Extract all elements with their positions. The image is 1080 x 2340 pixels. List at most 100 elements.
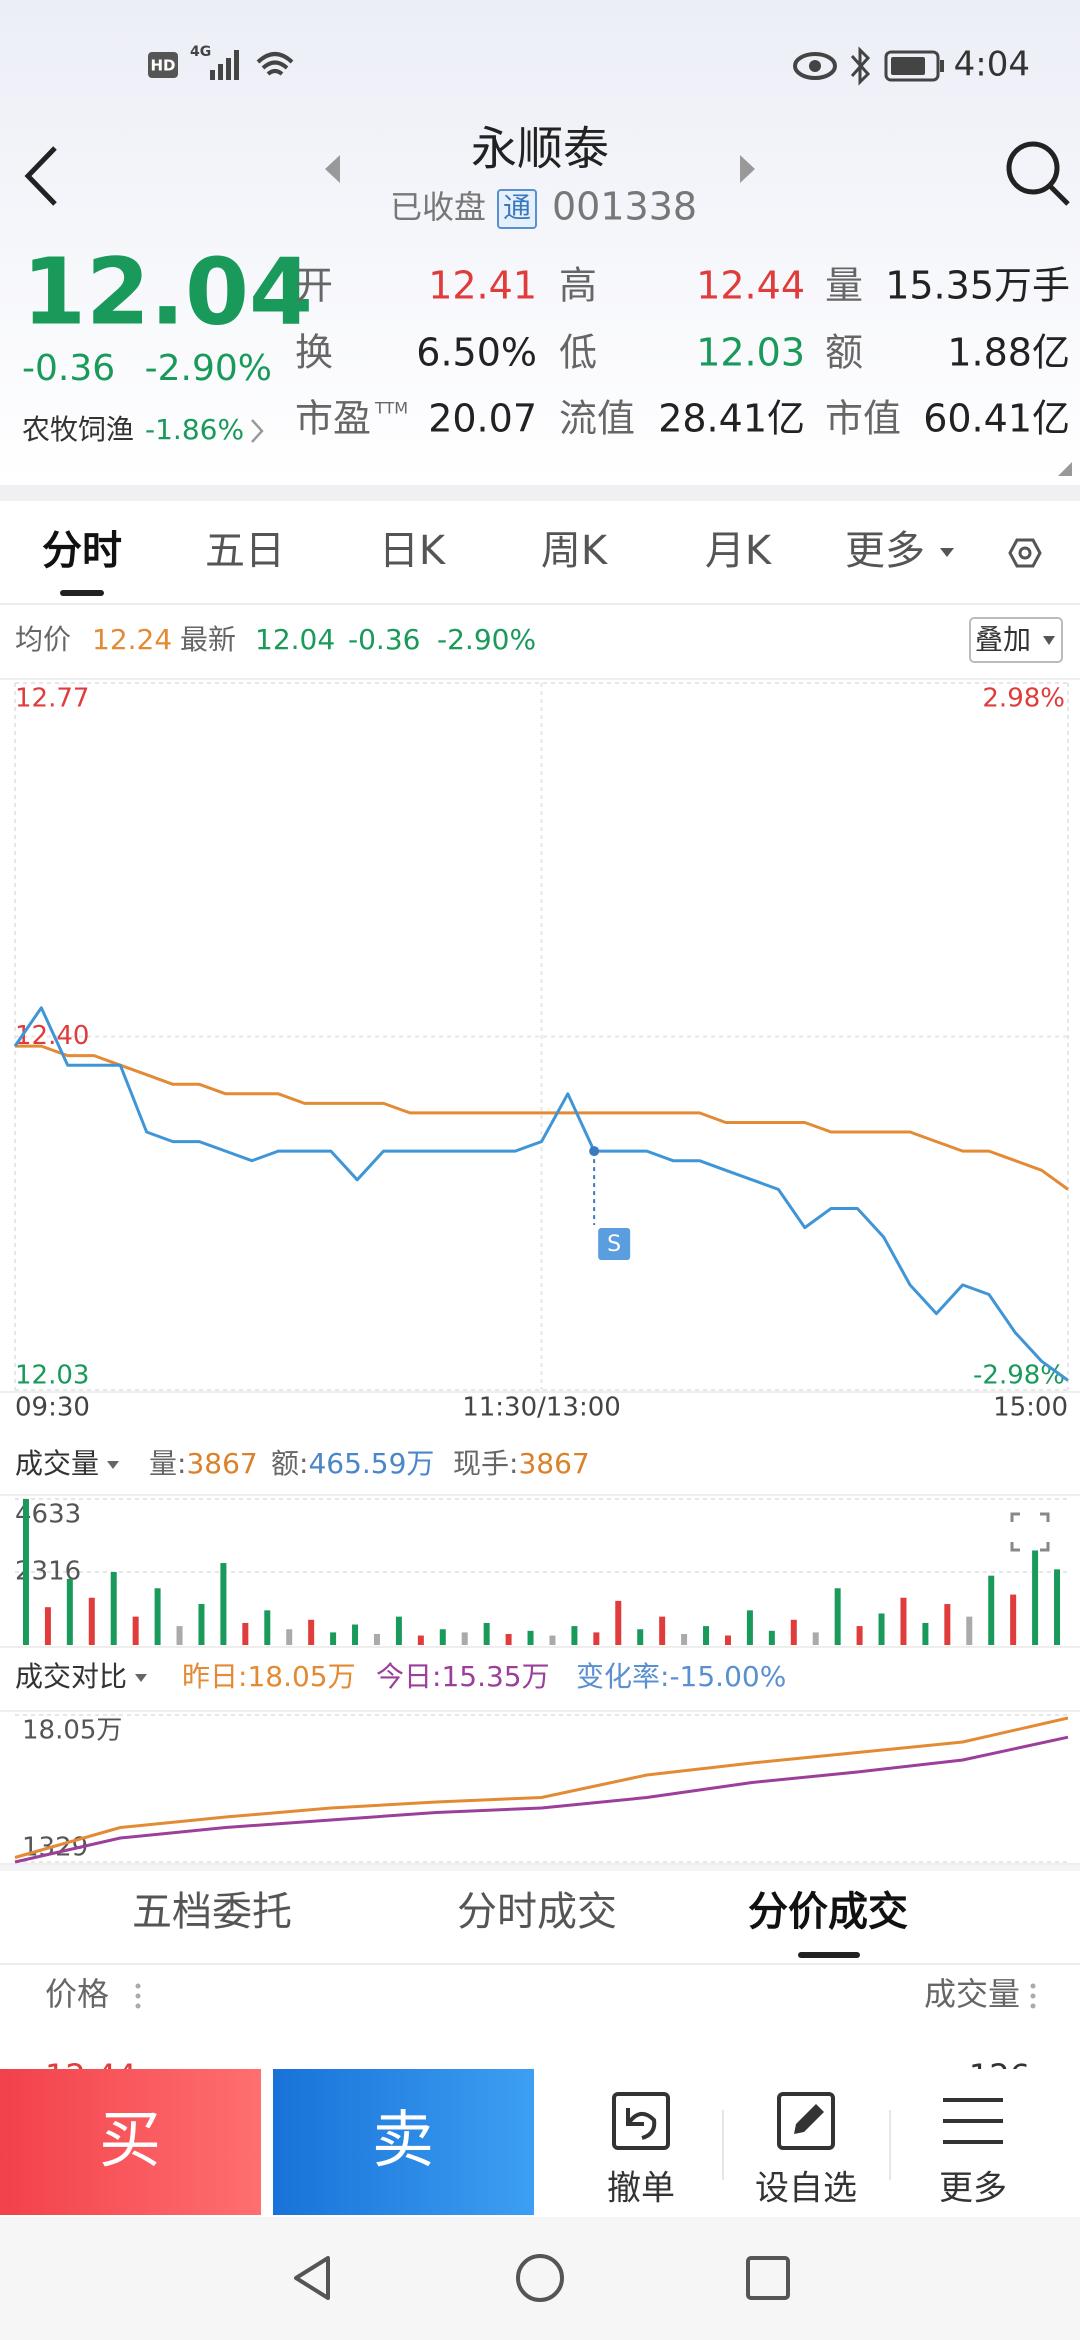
overlay-button[interactable]: [969, 617, 1063, 663]
indicator-stat: 昨日:18.05万: [182, 1660, 356, 1693]
series-line: [15, 1044, 1069, 1191]
volume-bar: [220, 1563, 227, 1645]
search-button[interactable]: [1006, 141, 1060, 195]
volume-bar: [483, 1622, 490, 1645]
indicator-selector[interactable]: 成交对比: [15, 1660, 127, 1693]
action-label: 撤单: [607, 2169, 675, 2209]
settings-dot: [1018, 546, 1032, 560]
order-tab[interactable]: 分时成交: [457, 1889, 617, 1935]
trade-marker: [598, 1228, 631, 1260]
stat-label: 额:: [271, 1447, 308, 1480]
field-value: 12.03: [696, 331, 805, 375]
nav-bar: [0, 2217, 1080, 2340]
x-tick-label: 09:30: [15, 1393, 90, 1423]
eye-icon: [793, 52, 837, 80]
settings-button[interactable]: [1008, 538, 1042, 568]
column-menu-icon[interactable]: [135, 1983, 141, 2009]
stat-value: 18.05万: [247, 1660, 355, 1693]
volume-bar: [703, 1626, 710, 1645]
volume-bar: [505, 1633, 512, 1645]
cancel-order-button[interactable]: 撤单: [607, 2092, 675, 2209]
sector-name[interactable]: 农牧饲渔: [22, 413, 134, 446]
stat-label: 变化率:: [576, 1660, 669, 1693]
field-value: 20.07: [428, 397, 537, 441]
volume-bar: [527, 1630, 534, 1645]
field-label: 流值: [559, 397, 635, 441]
cancel-icon: [612, 2092, 670, 2150]
overlay-button-label: 叠加: [975, 623, 1031, 656]
volume-bar: [373, 1633, 380, 1645]
connect-badge-label: 通: [503, 191, 531, 224]
intraday-summary: 均价 12.24 最新 12.04 -0.36 -2.90%: [15, 623, 536, 656]
volume-bar: [790, 1619, 797, 1645]
volume-bar: [966, 1616, 973, 1645]
summary-item: -0.36: [348, 623, 420, 656]
stat-value: 3867: [186, 1447, 257, 1480]
volume-bar: [461, 1632, 468, 1645]
volume-bar: [395, 1616, 402, 1645]
field-value: 6.50%: [416, 331, 537, 375]
price-change: -0.36: [22, 348, 115, 389]
nav-home[interactable]: [516, 2254, 564, 2302]
period-tab[interactable]: 分时: [42, 528, 122, 574]
volume-bar: [856, 1626, 863, 1645]
volume-bar: [637, 1629, 644, 1645]
volume-bar: [878, 1613, 885, 1645]
trade-marker-dot: [589, 1146, 600, 1157]
buy-button[interactable]: [0, 2069, 261, 2215]
clock: 4:04: [954, 45, 1030, 85]
period-tab[interactable]: 五日: [205, 528, 285, 574]
next-stock[interactable]: [740, 155, 755, 183]
edit-pen: [794, 2104, 824, 2134]
field-label: 市盈: [295, 397, 371, 441]
more-button[interactable]: 更多: [939, 2098, 1007, 2209]
volume-bar: [571, 1626, 578, 1645]
indicator-selector[interactable]: 成交量: [15, 1447, 99, 1480]
order-tab[interactable]: 分价成交: [748, 1889, 908, 1935]
volume-bar: [44, 1607, 51, 1645]
fullscreen-icon[interactable]: [1010, 1512, 1050, 1552]
volume-bar: [988, 1575, 995, 1645]
indicator-stat: 量:3867: [149, 1447, 258, 1480]
network-label: 4G: [190, 44, 211, 60]
stat-label: 昨日:: [182, 1660, 247, 1693]
connect-badge: [497, 189, 537, 229]
stat-label: 量:: [149, 1447, 186, 1480]
watchlist-button[interactable]: 设自选: [755, 2092, 857, 2209]
stat-label: 现手:: [453, 1447, 518, 1480]
expand-corner[interactable]: [1058, 462, 1072, 476]
order-tab[interactable]: 五档委托: [132, 1889, 292, 1935]
period-tab[interactable]: 更多: [845, 528, 925, 574]
active-tab-underline: [60, 590, 104, 596]
field-label: 换: [295, 331, 333, 375]
sector-arrow: [251, 419, 264, 443]
back-button[interactable]: [24, 146, 57, 206]
volume-bar: [812, 1632, 819, 1645]
volume-bar: [615, 1600, 622, 1645]
nav-recent[interactable]: [746, 2256, 790, 2300]
period-tab[interactable]: 日K: [379, 528, 447, 574]
indicator-stat: 今日:15.35万: [376, 1660, 550, 1693]
indicator-stat: 额:465.59万: [271, 1447, 434, 1480]
field-value: 12.44: [696, 264, 805, 308]
period-tab[interactable]: 月K: [705, 528, 773, 574]
nav-back[interactable]: [294, 2256, 330, 2300]
x-tick-label: 11:30/13:00: [462, 1393, 621, 1423]
field-label-sup: TTM: [374, 399, 408, 418]
y-tick-label: 12.77: [15, 684, 89, 714]
signal-icon: [210, 50, 239, 80]
period-tab[interactable]: 周K: [541, 528, 609, 574]
summary-item: 12.04: [255, 623, 335, 656]
field-value: 1.88亿: [947, 331, 1070, 375]
wifi-icon: [256, 52, 294, 76]
volume-bar: [417, 1635, 424, 1645]
column-menu-icon[interactable]: [1030, 1983, 1036, 2009]
y-tick-label: 12.03: [15, 1361, 89, 1391]
field-value: 15.35万手: [885, 264, 1070, 308]
sell-button[interactable]: [273, 2069, 534, 2215]
prev-stock[interactable]: [325, 155, 340, 183]
field-value: 60.41亿: [923, 397, 1070, 441]
field-label: 开: [295, 264, 333, 308]
last-price: 12.04: [22, 238, 313, 345]
volume-bar: [549, 1635, 556, 1645]
